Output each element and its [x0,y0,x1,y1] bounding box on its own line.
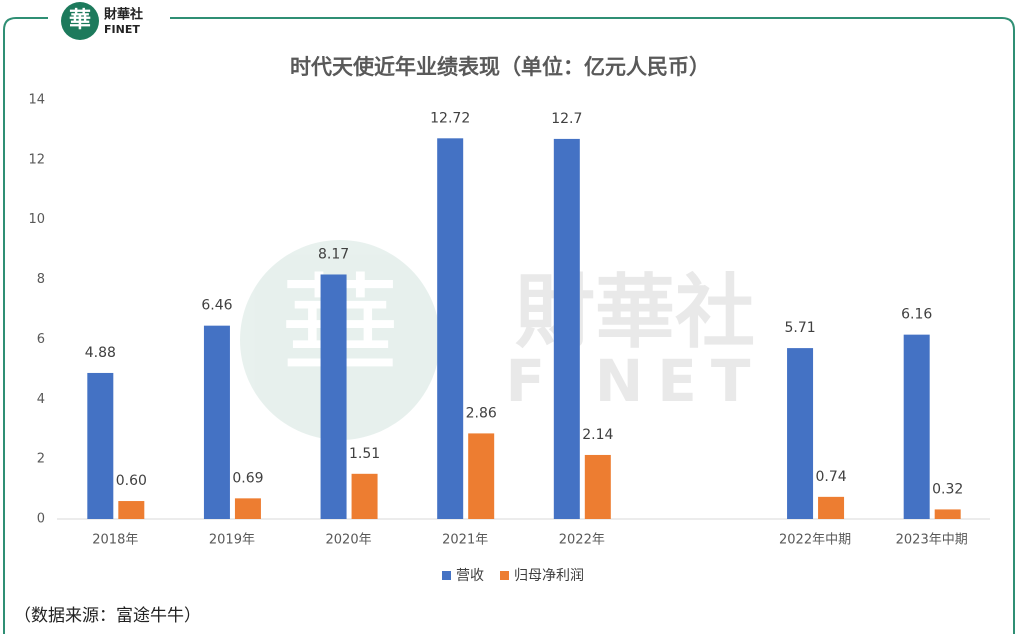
data-label: 0.69 [232,470,263,486]
data-label: 12.7 [551,111,582,127]
legend-label: 归母净利润 [514,567,584,584]
logo-circle [61,2,99,40]
data-label: 0.32 [932,481,963,497]
bar [787,348,814,519]
watermark: 華 財華社 FINET [240,240,765,440]
data-label: 0.60 [116,473,147,489]
bar [584,454,611,519]
x-tick-label: 2021年 [442,533,488,548]
y-tick-label: 2 [37,452,45,467]
bar [818,496,845,519]
legend-label: 营收 [456,568,484,584]
watermark-name: 財華社 [515,266,755,359]
source-note: （数据来源：富途牛牛） [14,606,201,626]
y-tick-label: 10 [28,212,45,227]
bar [934,509,961,519]
x-tick-label: 2023年中期 [896,533,968,548]
bar [320,274,347,519]
x-tick-label: 2018年 [92,533,138,548]
bar [437,138,464,519]
x-tick-label: 2022年 [559,533,605,548]
bar [553,138,580,519]
bar [903,334,930,519]
bar [234,498,261,519]
legend-swatch [500,571,509,580]
watermark-sub: FINET [506,347,765,415]
bar [87,372,114,519]
y-tick-label: 0 [37,512,45,527]
data-label: 5.71 [784,320,815,336]
data-label: 6.16 [901,307,932,323]
y-tick-label: 8 [37,272,45,287]
frame [3,17,1015,634]
data-label: 2.14 [582,427,613,443]
logo-sub: FINET [104,23,140,36]
data-label: 12.72 [430,110,470,126]
logo-name: 財華社 [103,7,143,23]
chart-title: 时代天使近年业绩表现（单位：亿元人民币） [290,55,710,79]
bar [351,473,378,519]
y-tick-label: 6 [37,332,45,347]
y-tick-label: 4 [37,392,45,407]
x-tick-label: 2022年中期 [779,533,851,548]
bar [118,501,145,519]
data-label: 6.46 [201,298,232,314]
legend-swatch [442,571,451,580]
x-tick-label: 2019年 [209,533,255,548]
data-label: 1.51 [349,446,380,462]
x-tick-label: 2020年 [326,533,372,548]
data-label: 8.17 [318,246,349,262]
logo-mark: 華 [69,8,91,33]
y-tick-label: 14 [28,93,45,108]
bar [468,433,495,519]
bar [203,325,230,519]
data-label: 4.88 [85,345,116,361]
y-tick-label: 12 [28,152,45,167]
data-label: 2.86 [466,405,497,421]
data-label: 0.74 [815,469,846,485]
